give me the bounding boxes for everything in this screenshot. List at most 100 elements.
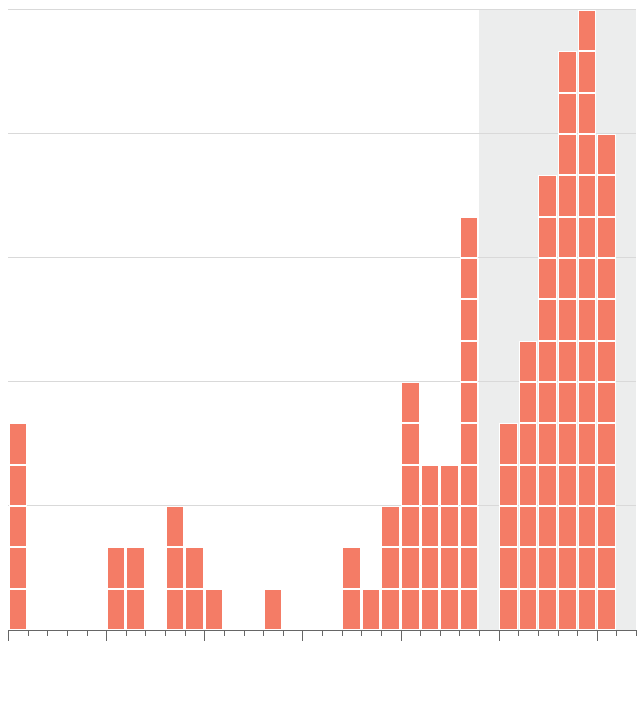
bar-cell — [558, 341, 576, 382]
bar-cell — [9, 547, 27, 588]
bar-cell — [519, 382, 537, 423]
bar-cell — [578, 341, 596, 382]
bar-cell — [578, 217, 596, 258]
bar-cell — [185, 589, 203, 630]
x-tick — [165, 630, 166, 636]
x-tick — [479, 630, 480, 636]
bar-cell — [401, 547, 419, 588]
bar-cell — [519, 341, 537, 382]
bar-cell — [578, 93, 596, 134]
bar-cell — [558, 175, 576, 216]
bar — [166, 506, 184, 630]
x-tick — [8, 630, 9, 641]
bar-cell — [107, 547, 125, 588]
bar-cell — [578, 51, 596, 92]
bar-cell — [499, 547, 517, 588]
bar-cell — [578, 299, 596, 340]
bar-cell — [126, 547, 144, 588]
bar-cell — [342, 589, 360, 630]
x-tick — [440, 630, 441, 636]
x-tick — [538, 630, 539, 636]
bar-cell — [538, 589, 556, 630]
bar-cell — [440, 547, 458, 588]
bar-cell — [578, 423, 596, 464]
bar-cell — [9, 506, 27, 547]
bar-cell — [538, 506, 556, 547]
bar-cell — [558, 134, 576, 175]
bar-cell — [460, 299, 478, 340]
bar-cell — [597, 299, 615, 340]
x-tick — [636, 630, 637, 636]
bar-cell — [519, 506, 537, 547]
bar-cell — [597, 134, 615, 175]
bar-cell — [519, 465, 537, 506]
x-tick — [401, 630, 402, 641]
bar — [440, 465, 458, 630]
bar-cell — [558, 547, 576, 588]
bar — [205, 589, 223, 630]
bar — [421, 465, 439, 630]
bar-cell — [558, 506, 576, 547]
x-tick — [263, 630, 264, 636]
bar-cell — [578, 10, 596, 51]
bar — [342, 547, 360, 630]
bar-cell — [460, 547, 478, 588]
bar — [126, 547, 144, 630]
bar-cell — [185, 547, 203, 588]
x-tick — [322, 630, 323, 636]
bar-cell — [597, 547, 615, 588]
bar-cell — [9, 589, 27, 630]
x-tick — [420, 630, 421, 636]
bar-cell — [166, 589, 184, 630]
bar-cell — [558, 465, 576, 506]
bar-cell — [401, 423, 419, 464]
bar-cell — [578, 589, 596, 630]
bar-cell — [578, 465, 596, 506]
bar-cell — [597, 175, 615, 216]
bar-cell — [538, 175, 556, 216]
x-tick — [145, 630, 146, 636]
bar-cell — [597, 589, 615, 630]
bar-cell — [558, 589, 576, 630]
x-tick — [597, 630, 598, 641]
bar-cell — [460, 465, 478, 506]
bar-cell — [460, 423, 478, 464]
bar-cell — [440, 589, 458, 630]
bar-cell — [264, 589, 282, 630]
bar-cell — [578, 175, 596, 216]
x-tick — [577, 630, 578, 636]
bar-cell — [107, 589, 125, 630]
bar — [558, 51, 576, 630]
x-tick — [518, 630, 519, 636]
bar — [597, 134, 615, 630]
x-tick — [126, 630, 127, 636]
bar — [381, 506, 399, 630]
bar-cell — [440, 465, 458, 506]
bar-cell — [205, 589, 223, 630]
bar — [9, 423, 27, 630]
bar-cell — [538, 299, 556, 340]
bar-cell — [499, 589, 517, 630]
bar-cell — [381, 589, 399, 630]
bar-cell — [126, 589, 144, 630]
bar-cell — [597, 341, 615, 382]
bar-cell — [597, 423, 615, 464]
bar-cell — [558, 51, 576, 92]
x-tick — [558, 630, 559, 636]
bar-cell — [538, 547, 556, 588]
x-tick — [283, 630, 284, 636]
bar-cell — [460, 589, 478, 630]
bar-cell — [578, 382, 596, 423]
bar-cell — [421, 589, 439, 630]
x-tick — [87, 630, 88, 636]
bar — [519, 341, 537, 630]
bar — [538, 175, 556, 630]
bar-cell — [381, 506, 399, 547]
bar-cell — [401, 465, 419, 506]
bar — [499, 423, 517, 630]
bar — [107, 547, 125, 630]
bar-cell — [558, 258, 576, 299]
bar-cell — [342, 547, 360, 588]
bar-cell — [9, 423, 27, 464]
x-tick — [106, 630, 107, 641]
